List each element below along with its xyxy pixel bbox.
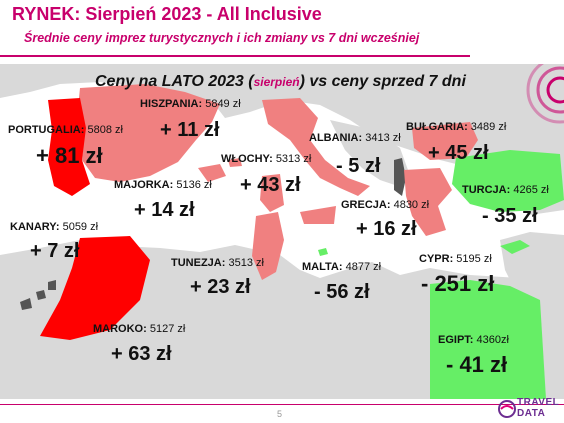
island-canaries xyxy=(20,280,56,310)
island-sardinia xyxy=(260,174,284,212)
change-wlochy: + 43 zł xyxy=(240,174,301,196)
label-cypr: CYPR: 5195 zł xyxy=(419,253,492,265)
change-bulgaria: + 45 zł xyxy=(428,142,489,164)
country-morocco xyxy=(40,236,150,340)
country-turkey xyxy=(452,150,564,212)
label-hiszpania: HISZPANIA: 5849 zł xyxy=(140,98,241,110)
country-albania xyxy=(394,158,406,196)
country-italy xyxy=(262,98,370,196)
label-kanary: KANARY: 5059 zł xyxy=(10,221,99,233)
change-portugalia: + 81 zł xyxy=(36,143,103,168)
heading-part2: ) vs ceny sprzed 7 dni xyxy=(299,73,466,90)
change-hiszpania: + 11 zł xyxy=(160,119,220,141)
label-tunezja: TUNEZJA: 3513 zł xyxy=(171,257,264,269)
label-albania: ALBANIA: 3413 zł xyxy=(309,132,401,144)
change-egipt: - 41 zł xyxy=(446,352,508,377)
slide-title: RYNEK: Sierpień 2023 - All Inclusive xyxy=(12,4,322,24)
country-portugal xyxy=(48,98,90,196)
country-greece xyxy=(404,168,452,236)
heading-part1: Ceny na LATO 2023 ( xyxy=(95,73,254,90)
travel-data-logo: TRAVEL DATA xyxy=(497,395,561,421)
label-majorka: MAJORKA: 5136 zł xyxy=(114,179,212,191)
slide-subtitle: Średnie ceny imprez turystycznych i ich … xyxy=(24,31,420,45)
label-wlochy: WŁOCHY: 5313 zł xyxy=(221,153,312,165)
country-egypt xyxy=(430,280,546,399)
change-tunezja: + 23 zł xyxy=(190,276,251,298)
change-malta: - 56 zł xyxy=(314,281,370,303)
label-maroko: MAROKO: 5127 zł xyxy=(93,323,186,335)
land-balkans xyxy=(330,120,408,186)
title-divider xyxy=(0,55,470,57)
change-albania: - 5 zł xyxy=(336,155,381,177)
change-turcja: - 35 zł xyxy=(482,205,538,227)
change-kanary: + 7 zł xyxy=(30,240,80,262)
change-grecja: + 16 zł xyxy=(356,218,417,240)
change-cypr: - 251 zł xyxy=(421,271,495,296)
heading-month: sierpień xyxy=(253,75,300,89)
country-spain xyxy=(78,84,220,182)
chart-heading: Ceny na LATO 2023 (sierpień) vs ceny spr… xyxy=(95,73,466,91)
mediterranean-map xyxy=(0,64,564,399)
island-cyprus xyxy=(500,240,530,254)
label-turcja: TURCJA: 4265 zł xyxy=(462,184,549,196)
country-bulgaria xyxy=(412,122,478,160)
label-malta: MALTA: 4877 zł xyxy=(302,261,382,273)
island-menorca xyxy=(228,158,242,167)
island-malta xyxy=(318,248,328,256)
footer-divider xyxy=(0,404,564,405)
island-sicily xyxy=(300,206,336,224)
island-mallorca xyxy=(198,164,226,182)
change-majorka: + 14 zł xyxy=(134,199,195,221)
label-bulgaria: BUŁGARIA: 3489 zł xyxy=(406,121,507,133)
corner-target-decoration xyxy=(526,64,564,124)
label-portugalia: PORTUGALIA: 5808 zł xyxy=(8,124,123,136)
logo-globe-icon xyxy=(498,400,516,418)
change-maroko: + 63 zł xyxy=(111,343,172,365)
label-egipt: EGIPT: 4360zł xyxy=(438,334,509,346)
page-number: 5 xyxy=(277,409,283,419)
label-grecja: GRECJA: 4830 zł xyxy=(341,199,430,211)
country-tunisia xyxy=(252,212,284,280)
